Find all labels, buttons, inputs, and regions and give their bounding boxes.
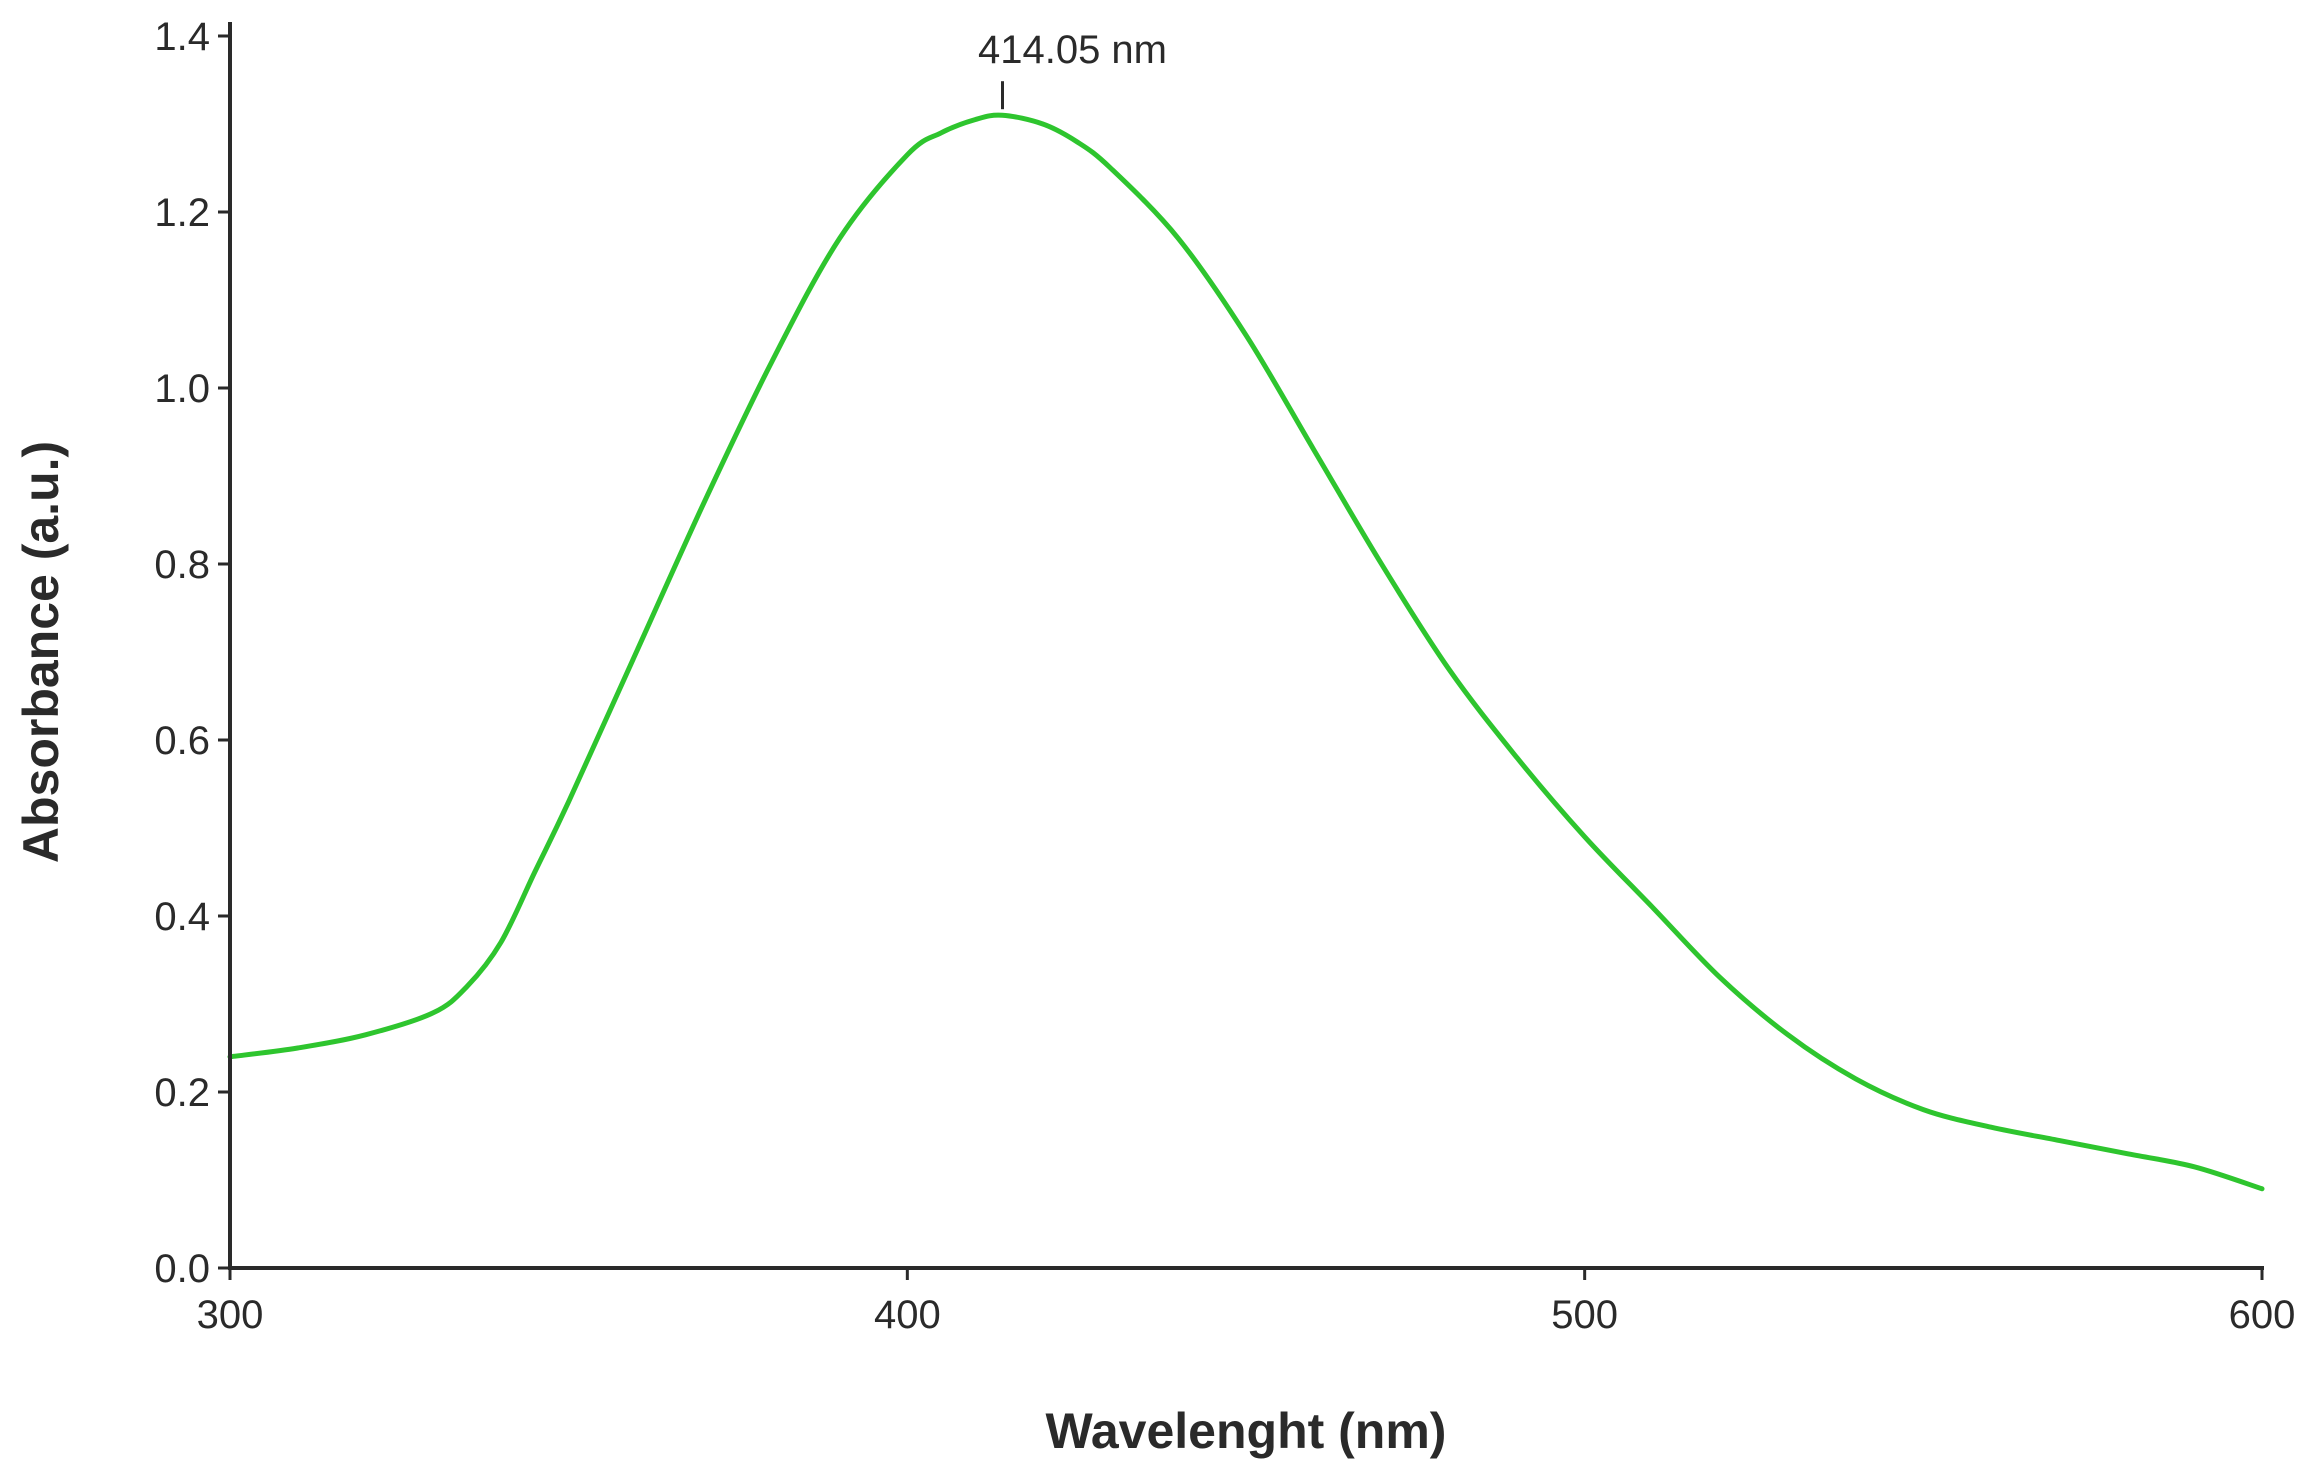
- y-tick-label: 1.2: [154, 191, 210, 235]
- y-tick-label: 0.6: [154, 719, 210, 763]
- y-tick-label: 0.0: [154, 1247, 210, 1291]
- y-tick-label: 1.4: [154, 15, 210, 59]
- y-axis-title: Absorbance (a.u.): [13, 441, 69, 863]
- y-tick-label: 0.2: [154, 1071, 210, 1115]
- y-tick-label: 0.8: [154, 543, 210, 587]
- x-tick-label: 500: [1551, 1293, 1618, 1337]
- x-axis-ticks: 300 400 500 600: [197, 1268, 2296, 1337]
- annotations: 414.05 nm: [978, 28, 1167, 110]
- y-tick-label: 0.4: [154, 895, 210, 939]
- x-tick-label: 400: [874, 1293, 941, 1337]
- y-tick-label: 1.0: [154, 367, 210, 411]
- x-axis-title: Wavelenght (nm): [1046, 1403, 1447, 1459]
- absorbance-curve: [227, 112, 2265, 1192]
- x-tick-label: 300: [197, 1293, 264, 1337]
- x-tick-label: 600: [2229, 1293, 2296, 1337]
- y-axis-ticks: 0.0 0.2 0.4 0.6 0.8 1.0 1.2 1.4: [154, 15, 230, 1291]
- peak-label: 414.05 nm: [978, 28, 1167, 72]
